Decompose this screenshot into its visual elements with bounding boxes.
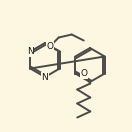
Text: N: N (42, 72, 48, 81)
Text: O: O (81, 69, 88, 78)
Text: N: N (27, 47, 34, 56)
Text: O: O (46, 42, 53, 51)
